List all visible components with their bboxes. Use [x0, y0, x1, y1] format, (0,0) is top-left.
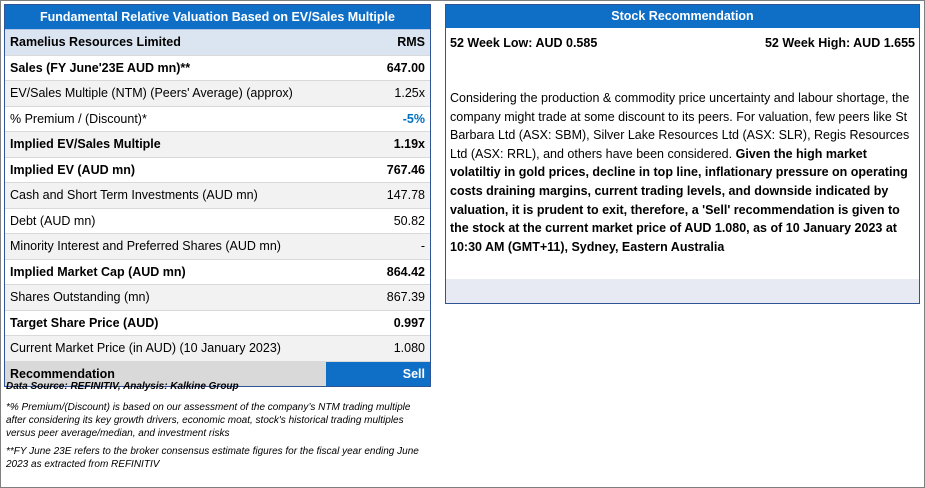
row-value: 1.080: [393, 341, 425, 356]
paragraph-bold: Given the high market volatiltiy in gold…: [450, 146, 908, 254]
table-row: EV/Sales Multiple (NTM) (Peers' Average)…: [5, 80, 430, 106]
row-label: Debt (AUD mn): [10, 213, 96, 228]
valuation-table-title: Fundamental Relative Valuation Based on …: [5, 5, 430, 29]
week-high: 52 Week High: AUD 1.655: [764, 36, 915, 50]
table-row: Target Share Price (AUD) 0.997: [5, 309, 430, 336]
table-row: % Premium / (Discount)* -5%: [5, 105, 430, 132]
row-value: 1.19x: [393, 137, 425, 152]
table-row: Debt (AUD mn) 50.82: [5, 207, 430, 234]
row-label: Target Share Price (AUD): [10, 315, 159, 330]
row-label: % Premium / (Discount)*: [10, 111, 147, 126]
footnotes: Data Source: REFINITIV, Analysis: Kalkin…: [6, 380, 431, 476]
table-row: Implied EV (AUD mn) 767.46: [5, 156, 430, 183]
row-label: Current Market Price (in AUD) (10 Januar…: [10, 341, 281, 356]
paragraph-normal: Considering the production & commodity p…: [450, 91, 910, 161]
recommendation-paragraph: Considering the production & commodity p…: [446, 50, 919, 256]
table-row: Current Market Price (in AUD) (10 Januar…: [5, 335, 430, 361]
recommendation-body: 52 Week Low: AUD 0.585 52 Week High: AUD…: [446, 28, 919, 279]
row-label: Shares Outstanding (mn): [10, 290, 150, 305]
row-value: -5%: [402, 111, 425, 126]
table-row: Minority Interest and Preferred Shares (…: [5, 233, 430, 259]
stock-recommendation-title: Stock Recommendation: [446, 5, 919, 28]
valuation-table: Fundamental Relative Valuation Based on …: [4, 4, 431, 387]
row-label: Implied EV/Sales Multiple: [10, 137, 161, 152]
table-row: Implied Market Cap (AUD mn) 864.42: [5, 258, 430, 285]
row-value: 50.82: [393, 213, 425, 228]
row-label: Sales (FY June'23E AUD mn)**: [10, 60, 191, 75]
row-value: 1.25x: [394, 86, 425, 101]
row-label: EV/Sales Multiple (NTM) (Peers' Average)…: [10, 86, 293, 101]
recommendation-row: Recommendation Sell: [5, 360, 430, 386]
table-row: Shares Outstanding (mn) 867.39: [5, 284, 430, 310]
company-name: Ramelius Resources Limited: [10, 35, 181, 50]
row-value: 147.78: [386, 188, 425, 203]
row-label: Implied EV (AUD mn): [10, 162, 136, 177]
stock-recommendation-panel: Stock Recommendation 52 Week Low: AUD 0.…: [445, 4, 920, 304]
row-value: 867.39: [386, 290, 425, 305]
recommendation-value: Sell: [326, 361, 430, 386]
table-row: Cash and Short Term Investments (AUD mn)…: [5, 182, 430, 208]
row-label: Implied Market Cap (AUD mn): [10, 264, 186, 279]
row-label: Cash and Short Term Investments (AUD mn): [10, 188, 258, 203]
premium-note: *% Premium/(Discount) is based on our as…: [6, 402, 411, 439]
row-label: Minority Interest and Preferred Shares (…: [10, 239, 281, 254]
recommendation-label: Recommendation: [10, 366, 115, 381]
row-value: -: [420, 239, 425, 254]
data-source-note: Data Source: REFINITIV, Analysis: Kalkin…: [6, 381, 239, 392]
row-value: 767.46: [386, 162, 425, 177]
table-row: Sales (FY June'23E AUD mn)** 647.00: [5, 54, 430, 81]
table-row: Implied EV/Sales Multiple 1.19x: [5, 131, 430, 157]
row-value: 864.42: [386, 264, 425, 279]
week-range: 52 Week Low: AUD 0.585 52 Week High: AUD…: [446, 28, 919, 50]
row-value: 647.00: [386, 60, 425, 75]
company-ticker: RMS: [397, 35, 425, 50]
fy-note: **FY June 23E refers to the broker conse…: [6, 446, 419, 470]
week-low: 52 Week Low: AUD 0.585: [450, 36, 598, 50]
company-row: Ramelius Resources Limited RMS: [5, 29, 430, 55]
row-value: 0.997: [393, 315, 425, 330]
